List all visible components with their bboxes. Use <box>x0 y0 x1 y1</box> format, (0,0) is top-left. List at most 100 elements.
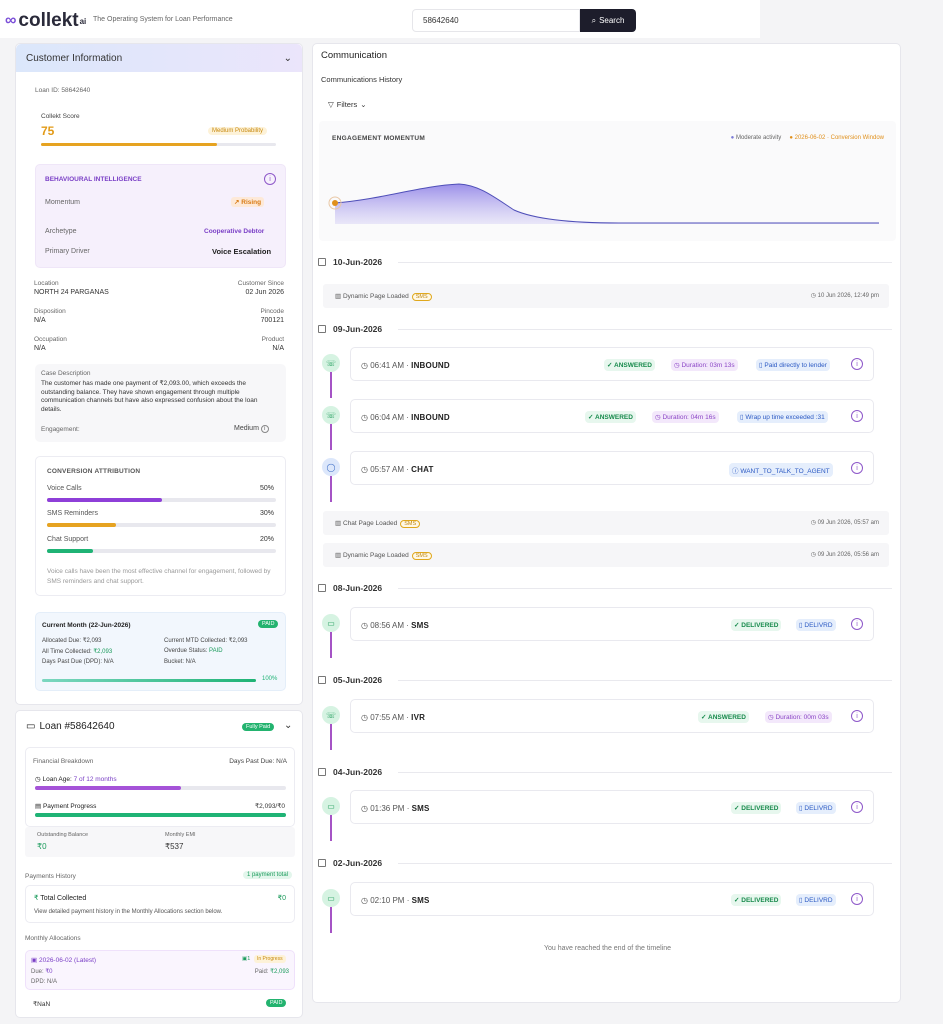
phone-icon: ☏ <box>322 706 340 724</box>
info-icon[interactable]: i <box>851 801 863 813</box>
info-icon[interactable]: i <box>851 893 863 905</box>
check-circle-icon: ✓ <box>607 362 613 369</box>
driver-label: Primary Driver <box>45 248 90 255</box>
alloc-status-badge: In Progress <box>254 955 286 963</box>
loan-title: ▭ Loan #58642640 <box>26 721 115 732</box>
delivered-badge: ✓ DELIVERED <box>731 894 782 906</box>
score-value: 75 <box>41 124 55 138</box>
engagement-label: Engagement: <box>41 426 80 433</box>
behavioural-title: BEHAVIOURAL INTELLIGENCE <box>45 176 142 183</box>
customer-info-panel: Customer Information ⌄ Loan ID: 58642640 … <box>15 43 303 705</box>
payment-bar <box>35 813 286 817</box>
check-circle-icon: ✓ <box>701 714 707 721</box>
disposition-label: Disposition <box>34 308 66 315</box>
attribution-card: CONVERSION ATTRIBUTION Voice Calls 50% S… <box>35 456 286 596</box>
clock-icon: ◷ <box>361 896 368 905</box>
alloc-paid: Paid: ₹2,093 <box>254 969 289 975</box>
document-icon: ▯ <box>740 414 744 421</box>
info-icon[interactable]: i <box>260 425 269 433</box>
sms-icon: ▭ <box>322 797 340 815</box>
info-icon[interactable]: i <box>851 710 863 722</box>
calendar-icon: ▣ <box>31 957 38 964</box>
timeline-event[interactable]: ◷ 02:10 PM · SMS ✓ DELIVERED ▯ DELIVRD i <box>350 882 874 916</box>
date-divider <box>398 262 892 263</box>
loan-dpd: Days Past Due: N/A <box>229 758 287 765</box>
phone-icon: ☏ <box>322 354 340 372</box>
answered-badge: ✓ ANSWERED <box>585 411 636 423</box>
loan-id: Loan ID: 58642640 <box>35 87 91 94</box>
timeline-event[interactable]: ◷ 06:41 AM · INBOUND ✓ ANSWERED ◷ Duration… <box>350 347 874 381</box>
balance-row: Outstanding Balance ₹0 Monthly EMI ₹537 <box>25 827 295 857</box>
loan-status-badge: Fully Paid <box>242 723 275 731</box>
info-icon[interactable]: i <box>851 618 863 630</box>
case-label: Case Description <box>41 370 91 377</box>
breakdown-label: Financial Breakdown <box>33 758 94 765</box>
allocation-card[interactable]: ▣ 2026-06-02 (Latest) ▣1 In Progress Due… <box>25 950 295 990</box>
chevron-down-icon[interactable]: ⌄ <box>284 720 293 731</box>
chat-icon: ◯ <box>322 458 340 476</box>
product-value: N/A <box>272 345 284 352</box>
timeline-connector <box>330 476 332 502</box>
attribution-pct: 20% <box>259 536 274 543</box>
info-icon[interactable]: i <box>851 358 863 370</box>
page-load-event[interactable]: ▥ Dynamic Page Loaded SMS ◷ 09 Jun 2026, … <box>323 543 889 567</box>
page-load-event[interactable]: ▥ Chat Page Loaded SMS ◷ 09 Jun 2026, 05:… <box>323 511 889 535</box>
engagement-title: ENGAGEMENT MOMENTUM <box>332 135 426 142</box>
date-header: 10-Jun-2026 <box>318 257 382 267</box>
clock-icon: ◷ <box>810 552 816 558</box>
info-icon[interactable]: i <box>851 410 863 422</box>
filters-button[interactable]: ▽ Filters ⌄ <box>328 100 367 109</box>
page-load-event[interactable]: ▥ Dynamic Page Loaded SMS ◷ 10 Jun 2026, … <box>323 284 889 308</box>
timeline-event[interactable]: ◷ 07:55 AM · IVR ✓ ANSWERED ◷ Duration: 00… <box>350 699 874 733</box>
pincode-value: 700121 <box>260 317 284 324</box>
emi-value: ₹537 <box>165 842 184 851</box>
date-divider <box>398 329 892 330</box>
chevron-down-icon[interactable]: ⌄ <box>283 52 292 64</box>
score-label: Collekt Score <box>41 113 80 120</box>
attribution-bar <box>47 523 276 527</box>
answered-badge: ✓ ANSWERED <box>604 359 655 371</box>
attribution-bar-fill <box>47 523 116 527</box>
customer-info-header[interactable]: Customer Information ⌄ <box>16 44 302 72</box>
sms-icon: ▭ <box>322 614 340 632</box>
bucket: Bucket: N/A <box>164 659 196 665</box>
timeline-event[interactable]: ◷ 08:56 AM · SMS ✓ DELIVERED ▯ DELIVRD i <box>350 607 874 641</box>
payment-total-badge: 1 payment total <box>242 871 292 879</box>
delivery-code-badge: ▯ DELIVRD <box>796 619 836 631</box>
delivery-code-badge: ▯ DELIVRD <box>796 802 836 814</box>
outstanding-value: ₹0 <box>37 842 47 851</box>
timeline-event[interactable]: ◷ 06:04 AM · INBOUND ✓ ANSWERED ◷ Duration… <box>350 399 874 433</box>
timeline-connector <box>330 632 332 658</box>
info-icon[interactable]: i <box>851 462 863 474</box>
month-progress-fill <box>42 679 256 682</box>
filter-icon: ▽ <box>328 100 334 109</box>
search-button[interactable]: ⌕ Search <box>580 9 636 32</box>
attribution-label: Chat Support <box>47 536 89 543</box>
timeline-event[interactable]: ◷ 01:36 PM · SMS ✓ DELIVERED ▯ DELIVRD i <box>350 790 874 824</box>
payment-progress-value: ₹2,093/₹0 <box>255 803 285 810</box>
engagement-chart: ENGAGEMENT MOMENTUM ● Moderate activity … <box>319 121 896 241</box>
calendar-icon <box>318 258 326 266</box>
search-input[interactable] <box>412 9 580 32</box>
note-badge: ▯ Paid directly to lender <box>756 359 830 371</box>
timer-icon: ◷ <box>674 362 680 369</box>
mtd-collected: Current MTD Collected: ₹2,093 <box>164 638 248 644</box>
attribution-title: CONVERSION ATTRIBUTION <box>47 468 141 475</box>
nan-paid-badge: PAID <box>266 999 287 1007</box>
archetype-label: Archetype <box>45 228 77 235</box>
clock-icon: ◷ <box>361 413 368 422</box>
date-header: 02-Jun-2026 <box>318 858 382 868</box>
alloc-dpd: DPD: N/A <box>31 979 58 985</box>
monthly-alloc-label: Monthly Allocations <box>25 935 81 942</box>
case-card: Case Description The customer has made o… <box>35 364 286 442</box>
info-icon[interactable]: i <box>264 173 276 185</box>
attribution-pct: 30% <box>259 510 274 517</box>
overdue-status: Overdue Status: PAID <box>164 648 223 654</box>
logo-mark-icon: ∞ <box>5 12 17 29</box>
calendar-icon <box>318 768 326 776</box>
attribution-label: Voice Calls <box>47 485 82 492</box>
timeline-event[interactable]: ◷ 05:57 AM · CHAT ⓘ WANT_TO_TALK_TO_AGENT… <box>350 451 874 485</box>
date-divider <box>398 680 892 681</box>
all-time-collected: All Time Collected: ₹2,093 <box>42 649 113 655</box>
nan-value: ₹NaN <box>33 1001 51 1008</box>
